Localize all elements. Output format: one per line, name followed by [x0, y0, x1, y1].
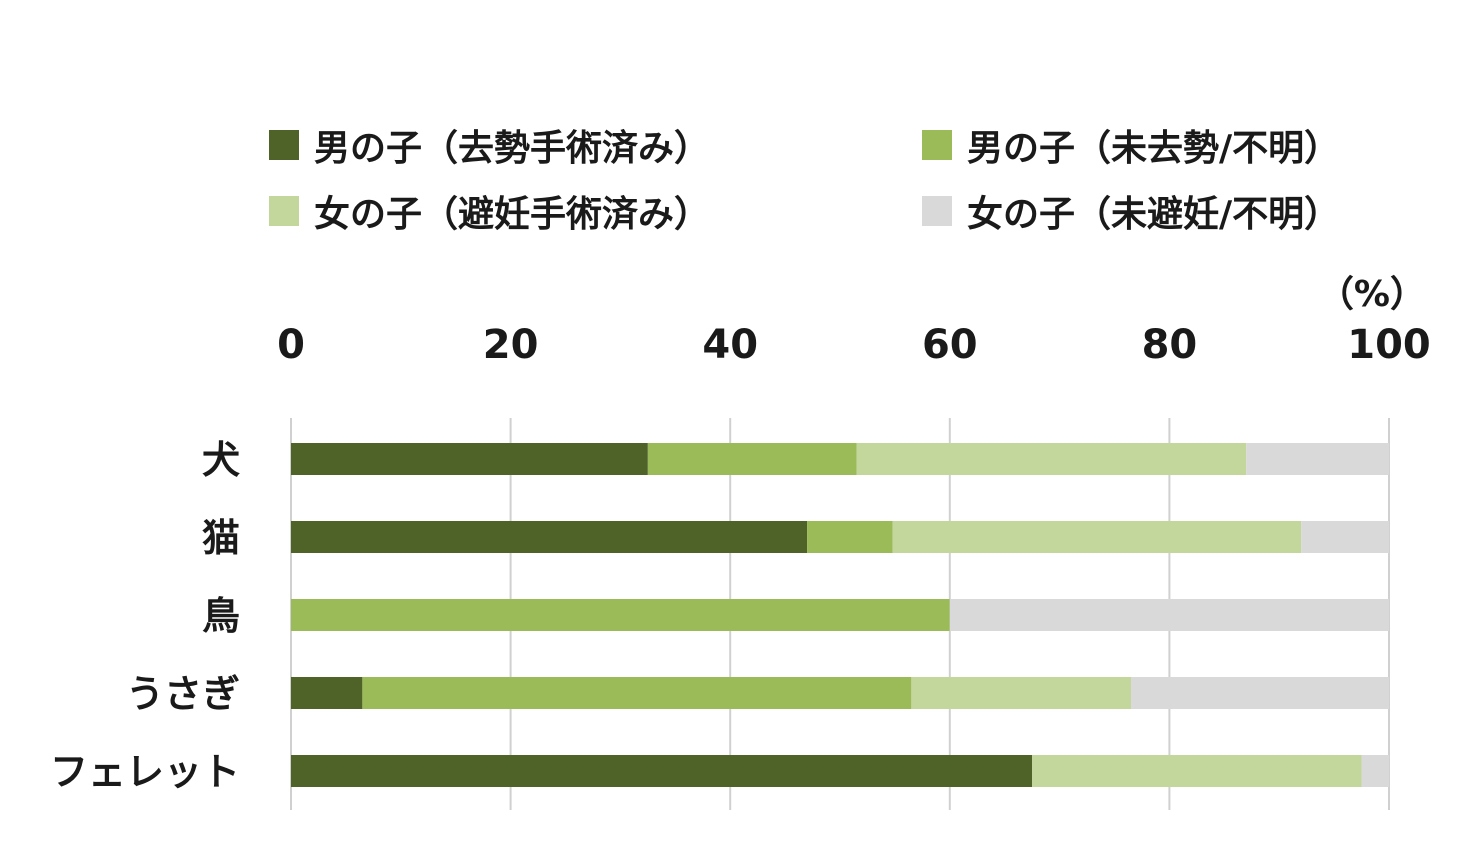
- x-axis-ticks: 0 20 40 60 80 100: [277, 322, 1431, 368]
- x-tick-label: 80: [1142, 322, 1198, 368]
- bar-segment: [1032, 755, 1362, 787]
- bar-segment: [807, 521, 893, 553]
- legend-label: 男の子（未去勢/不明）: [967, 128, 1340, 169]
- bar-segment: [291, 677, 363, 709]
- category-label: 犬: [202, 438, 240, 482]
- category-label: 鳥: [202, 594, 240, 638]
- x-tick-label: 60: [922, 322, 978, 368]
- bar-segment: [1130, 677, 1389, 709]
- x-tick-label: 0: [277, 322, 305, 368]
- legend-swatch: [269, 130, 299, 160]
- legend-label: 女の子（未避妊/不明）: [967, 194, 1340, 235]
- x-tick-label: 100: [1347, 322, 1431, 368]
- bar-segment: [291, 443, 648, 475]
- legend-label: 女の子（避妊手術済み）: [314, 194, 710, 235]
- bar-segment: [856, 443, 1247, 475]
- legend-swatch: [269, 196, 299, 226]
- bar-segment: [647, 443, 857, 475]
- legend-label: 男の子（去勢手術済み）: [314, 128, 710, 169]
- category-label: 猫: [202, 516, 240, 560]
- bar-segment: [1301, 521, 1389, 553]
- bar-segment: [911, 677, 1131, 709]
- legend: 男の子（去勢手術済み） 男の子（未去勢/不明） 女の子（避妊手術済み） 女の子（未避妊…: [269, 128, 1340, 235]
- bar-segment: [1246, 443, 1389, 475]
- axis-unit-label: （%）: [1318, 274, 1426, 315]
- bar-segment: [291, 521, 808, 553]
- bar-segment: [291, 599, 950, 631]
- bar-segment: [291, 755, 1033, 787]
- bar-segment: [362, 677, 912, 709]
- bar-segment: [949, 599, 1389, 631]
- bar-segment: [1361, 755, 1389, 787]
- x-tick-label: 20: [483, 322, 539, 368]
- x-tick-label: 40: [702, 322, 758, 368]
- category-label: うさぎ: [126, 672, 240, 716]
- legend-swatch: [922, 130, 952, 160]
- bar-segment: [892, 521, 1302, 553]
- category-label: フェレット: [50, 750, 240, 794]
- bars: [291, 443, 1389, 787]
- legend-swatch: [922, 196, 952, 226]
